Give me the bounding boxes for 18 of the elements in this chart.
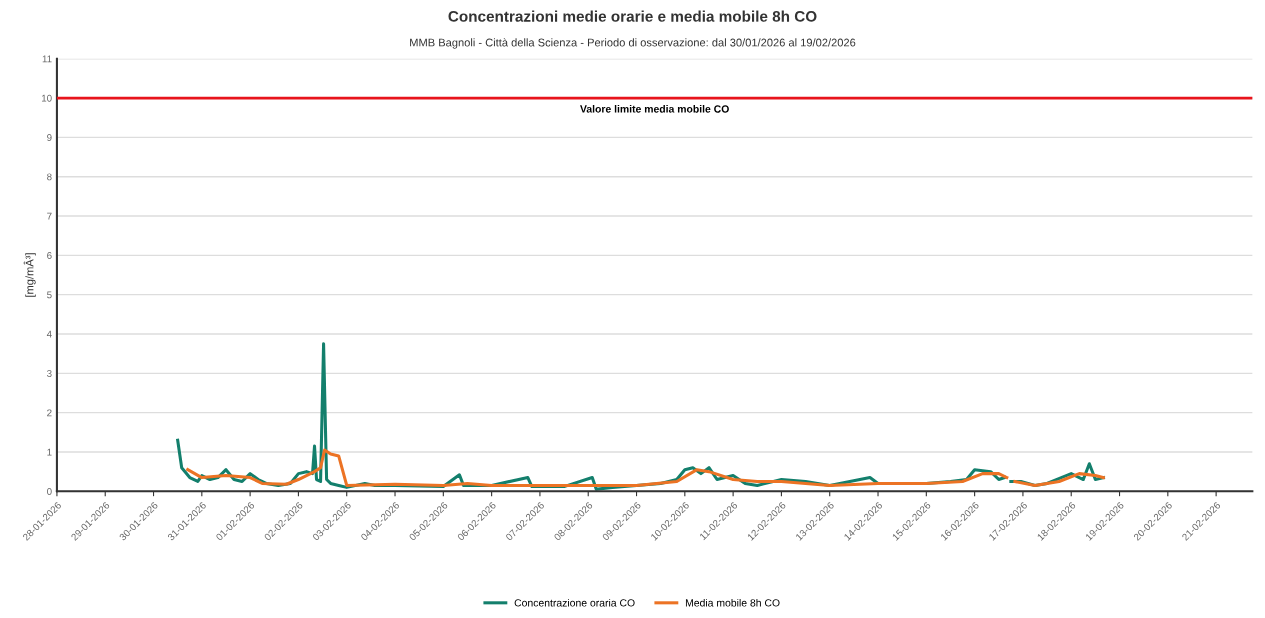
y-tick-label: 1 (47, 448, 52, 456)
y-tick-label: 6 (47, 252, 52, 259)
y-tick-label: 3 (47, 370, 52, 377)
y-tick-label: 11 (42, 55, 52, 63)
ref-line-label: Valore limite media mobile CO (580, 104, 729, 113)
y-tick-label: 5 (47, 291, 52, 299)
y-tick-label: 7 (47, 212, 52, 220)
chart-subtitle: MMB Bagnoli - Città della Scienza - Periodo di osservazione: dal 30/01/2026 al 19/02/2026 (410, 38, 856, 49)
y-tick-label: 10 (41, 94, 52, 102)
chart-title: Concentrazioni medie orarie e media mobile 8h CO (448, 10, 817, 22)
y-axis-title: [mg/mÂ³] (23, 253, 36, 297)
y-tick-label: 9 (47, 134, 52, 141)
y-tick-label: 4 (46, 330, 52, 338)
legend-label: Media mobile 8h CO (685, 598, 780, 607)
legend-label: Concentrazione oraria CO (514, 598, 635, 607)
y-tick-label: 2 (47, 409, 52, 417)
y-tick-label: 0 (47, 488, 52, 495)
y-tick-label: 8 (47, 173, 52, 181)
